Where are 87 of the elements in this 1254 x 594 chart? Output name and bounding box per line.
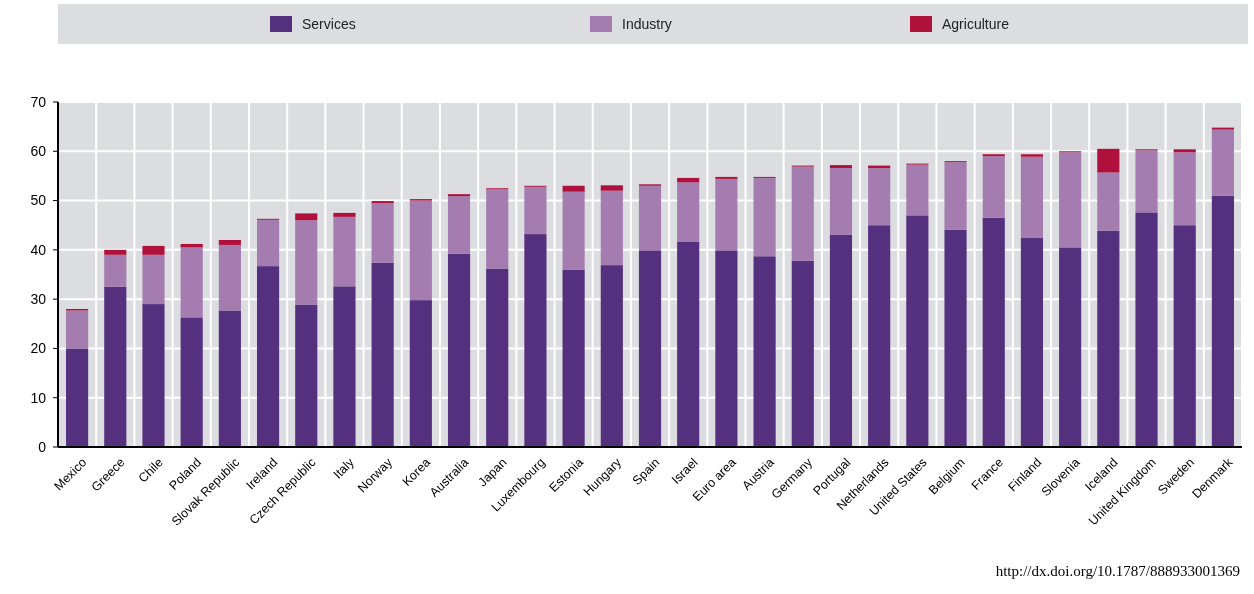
y-tick-label: 50 xyxy=(30,192,47,209)
bar xyxy=(142,254,165,305)
bar xyxy=(1173,225,1196,447)
bar xyxy=(333,216,356,287)
bar xyxy=(638,185,662,251)
bar xyxy=(180,247,203,318)
bar xyxy=(256,266,280,447)
bar xyxy=(142,304,165,447)
bar xyxy=(1135,212,1158,447)
bar xyxy=(142,245,165,255)
bar xyxy=(562,185,585,192)
bar xyxy=(753,177,776,257)
bar xyxy=(638,250,662,447)
bar xyxy=(868,168,891,226)
bar xyxy=(1020,238,1044,447)
bar xyxy=(677,177,700,183)
bar xyxy=(829,168,853,235)
bar xyxy=(295,213,318,221)
bar xyxy=(1173,152,1196,226)
bar xyxy=(906,164,929,216)
bar xyxy=(447,196,471,254)
bar xyxy=(677,182,700,242)
bar xyxy=(486,268,509,447)
bar xyxy=(66,348,89,447)
legend-label: Services xyxy=(302,16,356,32)
bar xyxy=(562,269,585,447)
bar xyxy=(524,186,547,235)
x-tick-label: Italy xyxy=(330,454,358,482)
bar xyxy=(1059,152,1082,248)
bar xyxy=(104,286,127,447)
bar xyxy=(256,219,280,267)
y-tick-label: 10 xyxy=(30,389,47,406)
bar xyxy=(1135,150,1158,213)
bar xyxy=(218,310,241,447)
legend-label: Agriculture xyxy=(942,16,1010,32)
bar xyxy=(1097,230,1120,447)
bar xyxy=(295,304,318,447)
bar xyxy=(1211,195,1234,447)
bar xyxy=(600,190,623,266)
bar xyxy=(753,256,776,447)
bar xyxy=(104,249,127,255)
text: http://dx.doi.org/10.1787/888933001369 xyxy=(995,563,1240,579)
bar xyxy=(944,162,967,230)
bar xyxy=(524,234,547,447)
bar xyxy=(906,215,929,447)
y-tick-label: 60 xyxy=(30,143,47,160)
y-tick-label: 20 xyxy=(30,340,47,357)
bar xyxy=(791,260,814,447)
bar xyxy=(677,241,700,447)
bar xyxy=(1211,129,1234,196)
bar xyxy=(295,220,318,305)
bar xyxy=(829,234,853,447)
y-tick-label: 0 xyxy=(38,438,47,455)
bar xyxy=(218,244,241,311)
bar xyxy=(104,254,127,287)
bar xyxy=(333,212,356,217)
bar xyxy=(180,317,203,447)
bar xyxy=(1097,172,1120,231)
bar xyxy=(1020,154,1044,157)
bar xyxy=(486,189,509,269)
bar xyxy=(447,253,471,447)
bar xyxy=(1020,156,1044,239)
bar xyxy=(1097,148,1120,173)
bar xyxy=(982,156,1005,218)
y-tick-label: 30 xyxy=(30,291,47,308)
bar xyxy=(409,300,432,447)
bar xyxy=(409,200,432,301)
bar xyxy=(1173,149,1196,153)
bar xyxy=(371,203,394,263)
bar xyxy=(562,191,585,270)
bar xyxy=(715,250,738,447)
bar xyxy=(715,178,738,251)
y-tick-label: 40 xyxy=(30,241,47,258)
bar xyxy=(982,217,1005,447)
y-tick-label: 70 xyxy=(30,93,47,110)
bar xyxy=(333,286,356,447)
bar xyxy=(944,229,967,447)
bar xyxy=(66,310,89,349)
bar xyxy=(218,240,241,245)
bar xyxy=(791,166,814,261)
bar xyxy=(1059,247,1082,447)
bar xyxy=(829,165,853,169)
bar xyxy=(600,185,623,191)
legend-label: Industry xyxy=(622,16,672,32)
bar xyxy=(371,262,394,447)
bar xyxy=(868,225,891,447)
bar xyxy=(600,265,623,447)
